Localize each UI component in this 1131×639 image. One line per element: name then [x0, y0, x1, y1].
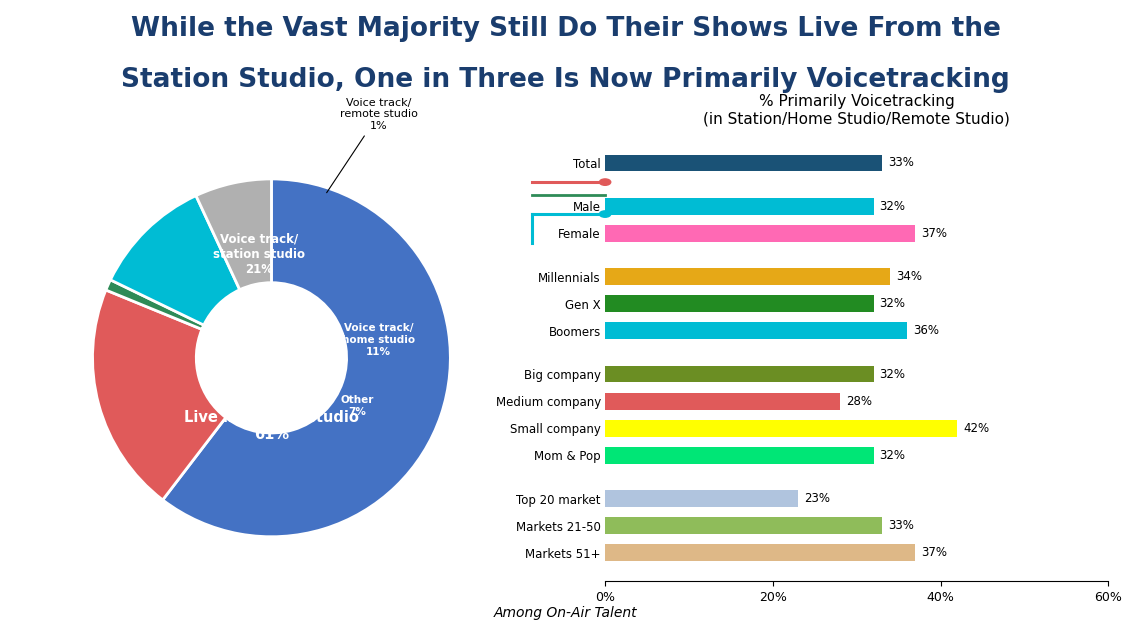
Text: Among On-Air Talent: Among On-Air Talent: [494, 606, 637, 620]
Text: Voice track/
remote studio
1%: Voice track/ remote studio 1%: [327, 98, 417, 193]
Text: 34%: 34%: [896, 270, 922, 283]
Text: 32%: 32%: [880, 200, 906, 213]
Bar: [605, 155, 882, 171]
Text: Station Studio, One in Three Is Now Primarily Voicetracking: Station Studio, One in Three Is Now Prim…: [121, 67, 1010, 93]
Text: Voice track/
home studio
11%: Voice track/ home studio 11%: [343, 323, 415, 357]
Text: 33%: 33%: [888, 520, 914, 532]
Text: Voice track/
station studio
21%: Voice track/ station studio 21%: [213, 233, 305, 275]
Text: Other
7%: Other 7%: [340, 396, 374, 417]
Bar: [605, 393, 840, 410]
Bar: [605, 490, 798, 507]
Text: 42%: 42%: [964, 422, 990, 435]
Text: 37%: 37%: [922, 227, 948, 240]
Text: Live in station studio
61%: Live in station studio 61%: [184, 410, 359, 442]
Wedge shape: [196, 179, 271, 289]
Bar: [605, 420, 957, 436]
Bar: [605, 544, 915, 561]
Bar: [605, 198, 873, 215]
Title: % Primarily Voicetracking
(in Station/Home Studio/Remote Studio): % Primarily Voicetracking (in Station/Ho…: [703, 94, 1010, 126]
Text: 37%: 37%: [922, 546, 948, 559]
Wedge shape: [163, 179, 450, 537]
Text: 32%: 32%: [880, 297, 906, 310]
Bar: [605, 225, 915, 242]
Text: 33%: 33%: [888, 157, 914, 169]
Text: 32%: 32%: [880, 367, 906, 381]
Text: 23%: 23%: [804, 492, 830, 505]
Text: 32%: 32%: [880, 449, 906, 462]
Text: 36%: 36%: [913, 324, 939, 337]
Text: While the Vast Majority Still Do Their Shows Live From the: While the Vast Majority Still Do Their S…: [130, 16, 1001, 42]
Text: 28%: 28%: [846, 395, 872, 408]
Wedge shape: [111, 196, 240, 325]
Bar: [605, 447, 873, 464]
Bar: [605, 518, 882, 534]
Bar: [605, 366, 873, 383]
Bar: [605, 322, 907, 339]
Wedge shape: [93, 290, 226, 500]
Bar: [605, 295, 873, 312]
Bar: [605, 268, 890, 285]
Wedge shape: [106, 280, 204, 329]
